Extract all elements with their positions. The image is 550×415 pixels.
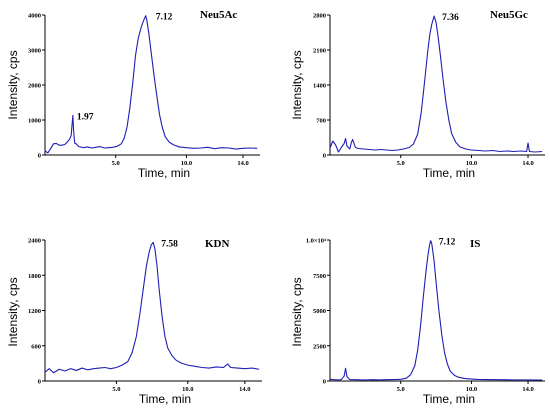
- y-axis-label: Intensity, cps: [6, 50, 20, 119]
- chromatogram-trace: [329, 240, 543, 381]
- y-tick-label: 7500: [313, 273, 326, 280]
- y-tick-label: 600: [31, 343, 41, 350]
- x-axis-label: Time, min: [139, 392, 191, 406]
- y-tick-label: 0: [323, 153, 326, 160]
- y-tick-label: 2800: [313, 13, 326, 20]
- x-tick-label: 5.0: [397, 160, 405, 167]
- chart-title: Neu5Ac: [200, 9, 237, 21]
- x-tick-label: 14.0: [237, 160, 248, 167]
- chart-panel-is: Intensity, cps Time, min IS: [290, 238, 480, 406]
- y-tick-label: 3000: [28, 48, 41, 55]
- x-axis-label: Time, min: [423, 166, 475, 180]
- y-tick-label: 2000: [28, 83, 41, 90]
- chromatogram-trace: [329, 15, 543, 153]
- x-tick-label: 14.0: [522, 386, 533, 393]
- chart-title: KDN: [205, 238, 230, 250]
- peak-label: 7.12: [156, 13, 173, 23]
- chart-title: Neu5Gc: [490, 9, 528, 21]
- x-axis-label: Time, min: [138, 166, 190, 180]
- x-tick-label: 10.0: [182, 386, 193, 393]
- y-tick-label: 2500: [313, 343, 326, 350]
- y-tick-label: 4000: [28, 13, 41, 20]
- x-tick-label: 10.0: [181, 160, 192, 167]
- y-axis-label: Intensity, cps: [6, 277, 20, 346]
- y-tick-label: 700: [316, 118, 326, 125]
- y-tick-label: 0: [323, 379, 326, 386]
- x-tick-label: 5.0: [112, 160, 120, 167]
- x-axis-label: Time, min: [423, 392, 475, 406]
- chart-title: IS: [470, 238, 480, 250]
- chart-panel-neu5gc: Intensity, cps Time, min Neu5Gc: [290, 9, 528, 180]
- x-tick-label: 14.0: [239, 386, 250, 393]
- y-tick-label: 1.0×10⁴: [306, 238, 326, 245]
- y-tick-label: 0: [38, 379, 41, 386]
- x-tick-label: 5.0: [112, 386, 120, 393]
- x-tick-label: 14.0: [522, 160, 533, 167]
- chromatogram-trace: [44, 15, 258, 154]
- plot-area-2: 0 600 1200 1800 2400 5.0 10.0 14.0 7.58: [28, 238, 262, 393]
- x-tick-label: 10.0: [466, 386, 477, 393]
- peak-label: 7.36: [442, 13, 459, 23]
- y-tick-label: 1000: [28, 118, 41, 125]
- y-tick-label: 0: [38, 153, 41, 160]
- peak-label: 1.97: [77, 112, 94, 122]
- peak-label: 7.58: [161, 239, 178, 249]
- x-tick-label: 10.0: [466, 160, 477, 167]
- y-tick-label: 1400: [313, 83, 326, 90]
- y-tick-label: 1800: [28, 273, 41, 280]
- plot-area-1: 0 700 1400 2100 2800 5.0 10.0 14.0 7.36: [313, 13, 545, 167]
- y-tick-label: 2400: [28, 238, 41, 245]
- chart-panel-kdn: Intensity, cps Time, min KDN: [6, 238, 230, 406]
- chromatogram-trace: [44, 241, 260, 374]
- y-axis-label: Intensity, cps: [290, 277, 304, 346]
- x-tick-label: 5.0: [397, 386, 405, 393]
- plot-area-0: 0 1000 2000 3000 4000 5.0 10.0 14.0 7.12 1.97: [28, 13, 260, 167]
- chart-panel-neu5ac: Intensity, cps Time, min Neu5Ac: [6, 9, 237, 180]
- y-tick-label: 1200: [28, 308, 41, 315]
- y-axis-label: Intensity, cps: [290, 50, 304, 119]
- peak-label: 7.12: [439, 238, 456, 248]
- plot-area-3: 0 2500 5000 7500 1.0×10⁴ 5.0 10.0 14.0 7.12: [306, 238, 545, 393]
- y-tick-label: 2100: [313, 48, 326, 55]
- y-tick-label: 5000: [313, 308, 326, 315]
